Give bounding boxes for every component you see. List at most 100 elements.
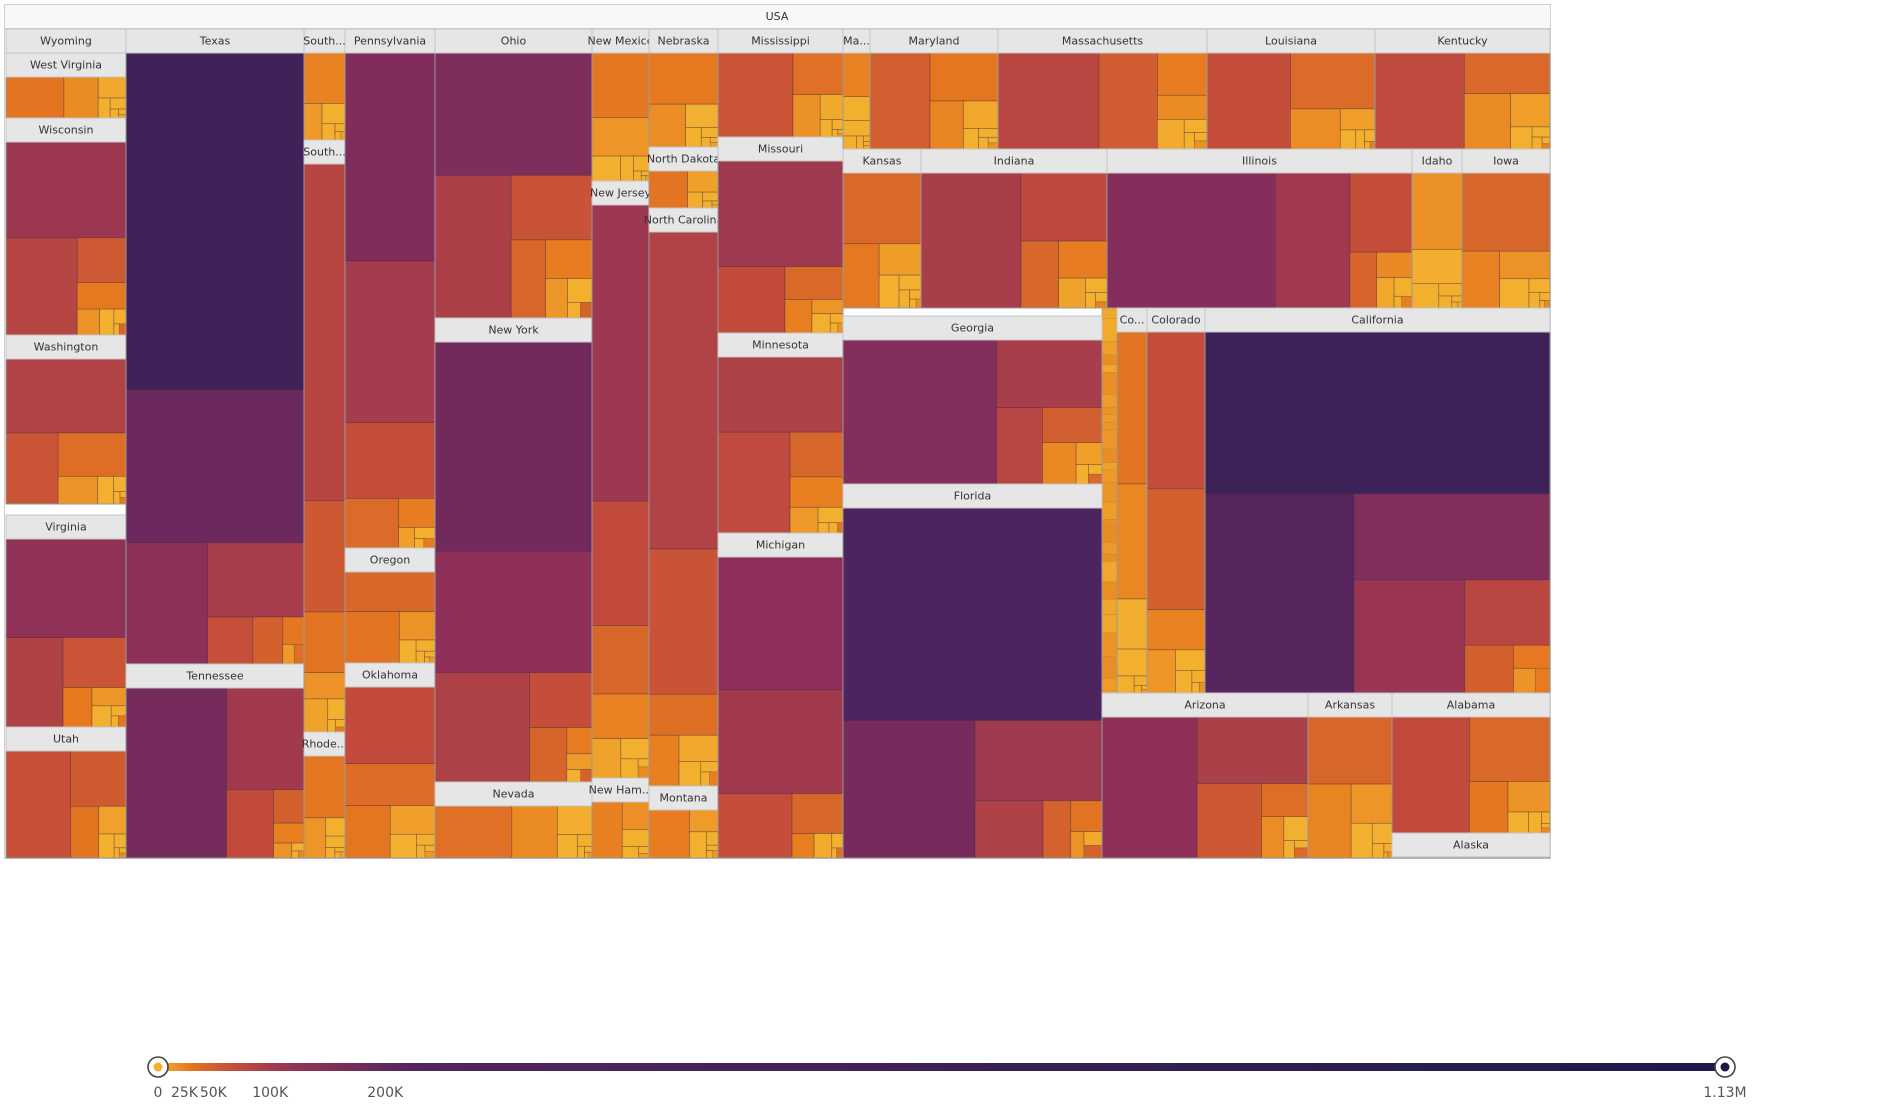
- treemap-cell[interactable]: [837, 322, 844, 334]
- treemap-cell[interactable]: [842, 172, 922, 245]
- treemap-cell[interactable]: [829, 322, 839, 334]
- treemap-cell[interactable]: [207, 616, 254, 665]
- treemap-cell[interactable]: [1101, 553, 1118, 562]
- treemap-cell[interactable]: [1174, 649, 1206, 671]
- treemap-cell[interactable]: [1101, 414, 1118, 423]
- treemap-cell[interactable]: [791, 833, 815, 859]
- treemap-cell[interactable]: [566, 727, 593, 755]
- treemap-cell[interactable]: [1541, 143, 1551, 150]
- treemap-cell[interactable]: [878, 243, 922, 276]
- treemap-cell[interactable]: [1083, 845, 1103, 859]
- state-missouri[interactable]: Missouri: [717, 136, 844, 334]
- treemap-cell[interactable]: [591, 693, 650, 739]
- state-new-jersey[interactable]: New Jersey: [590, 180, 652, 779]
- treemap-cell[interactable]: [811, 313, 831, 334]
- treemap-cell[interactable]: [1355, 129, 1365, 150]
- state-north-carolina[interactable]: North Carolina: [644, 207, 724, 787]
- treemap-cell[interactable]: [1204, 493, 1355, 694]
- treemap-cell[interactable]: [1513, 667, 1536, 694]
- state-california[interactable]: California: [1204, 307, 1551, 694]
- treemap-cell[interactable]: [119, 491, 127, 498]
- treemap-cell[interactable]: [842, 96, 871, 122]
- treemap-cell[interactable]: [1174, 669, 1193, 694]
- treemap-cell[interactable]: [340, 131, 346, 141]
- treemap-cell[interactable]: [1095, 301, 1108, 309]
- treemap-cell[interactable]: [1353, 579, 1466, 694]
- state-header[interactable]: [1391, 692, 1551, 718]
- treemap-cell[interactable]: [1283, 816, 1309, 841]
- treemap-cell[interactable]: [1070, 800, 1103, 832]
- treemap-cell[interactable]: [545, 239, 593, 279]
- treemap-cell[interactable]: [1463, 93, 1511, 150]
- treemap-cell[interactable]: [226, 789, 274, 859]
- treemap-cell[interactable]: [119, 323, 127, 336]
- treemap-cell[interactable]: [344, 52, 436, 262]
- treemap-cell[interactable]: [633, 170, 642, 182]
- treemap-cell[interactable]: [110, 705, 127, 717]
- treemap-cell[interactable]: [1376, 251, 1413, 279]
- treemap-cell[interactable]: [1544, 300, 1551, 309]
- treemap-cell[interactable]: [717, 266, 786, 334]
- treemap-cell[interactable]: [620, 155, 634, 182]
- state-header[interactable]: [842, 148, 922, 174]
- treemap-cell[interactable]: [1307, 716, 1393, 785]
- state-south-carolina[interactable]: South...: [303, 139, 346, 733]
- state-header[interactable]: [434, 28, 593, 54]
- treemap-cell[interactable]: [113, 323, 120, 336]
- treemap-cell[interactable]: [1101, 469, 1118, 483]
- treemap-cell[interactable]: [1101, 501, 1118, 520]
- state-header[interactable]: [648, 28, 719, 54]
- treemap-cell[interactable]: [1364, 129, 1376, 142]
- treemap-cell[interactable]: [1539, 291, 1551, 301]
- treemap-cell[interactable]: [334, 851, 342, 859]
- treemap-cell[interactable]: [1411, 248, 1463, 285]
- treemap-cell[interactable]: [273, 789, 305, 824]
- treemap-cell[interactable]: [1101, 656, 1118, 679]
- treemap-cell[interactable]: [511, 805, 558, 859]
- treemap-cell[interactable]: [62, 687, 93, 728]
- treemap-cell[interactable]: [831, 833, 844, 849]
- state-header[interactable]: [648, 785, 719, 811]
- treemap-cell[interactable]: [620, 758, 639, 779]
- state-header[interactable]: [303, 139, 346, 165]
- treemap-cell[interactable]: [898, 274, 922, 291]
- treemap-cell[interactable]: [1146, 609, 1206, 651]
- treemap-cell[interactable]: [789, 476, 844, 508]
- treemap-cell[interactable]: [1146, 649, 1176, 694]
- treemap-cell[interactable]: [863, 141, 871, 146]
- treemap-cell[interactable]: [648, 809, 690, 859]
- treemap-cell[interactable]: [344, 422, 436, 499]
- treemap-cell[interactable]: [282, 643, 295, 665]
- treemap-cell[interactable]: [700, 761, 719, 773]
- state-header[interactable]: [1206, 28, 1376, 54]
- treemap-cell[interactable]: [273, 842, 293, 859]
- treemap-cell[interactable]: [791, 793, 844, 834]
- treemap-cell[interactable]: [98, 805, 127, 835]
- treemap-cell[interactable]: [434, 805, 513, 859]
- treemap-cell[interactable]: [1369, 141, 1376, 150]
- treemap-cell[interactable]: [863, 135, 871, 142]
- treemap-cell[interactable]: [819, 94, 844, 120]
- treemap-cell[interactable]: [638, 853, 650, 859]
- treemap-cell[interactable]: [434, 175, 512, 319]
- treemap-cell[interactable]: [303, 52, 346, 104]
- treemap-cell[interactable]: [640, 170, 650, 177]
- treemap-cell[interactable]: [1058, 277, 1086, 309]
- treemap-cell[interactable]: [591, 738, 622, 779]
- treemap-cell[interactable]: [113, 847, 120, 859]
- treemap-cell[interactable]: [303, 755, 346, 819]
- treemap-cell[interactable]: [398, 639, 417, 664]
- treemap-cell[interactable]: [1349, 251, 1377, 309]
- state-oregon[interactable]: Oregon: [344, 547, 436, 664]
- treemap-cell[interactable]: [1411, 172, 1463, 250]
- treemap-cell[interactable]: [97, 97, 111, 119]
- treemap-cell[interactable]: [1156, 94, 1208, 120]
- treemap-cell[interactable]: [1106, 172, 1276, 309]
- state-header[interactable]: [5, 334, 127, 360]
- treemap-cell[interactable]: [1088, 474, 1103, 485]
- treemap-cell[interactable]: [434, 550, 593, 674]
- treemap-cell[interactable]: [1411, 283, 1440, 309]
- treemap-cell[interactable]: [717, 556, 844, 691]
- treemap-cell[interactable]: [5, 637, 64, 728]
- treemap-cell[interactable]: [709, 137, 719, 143]
